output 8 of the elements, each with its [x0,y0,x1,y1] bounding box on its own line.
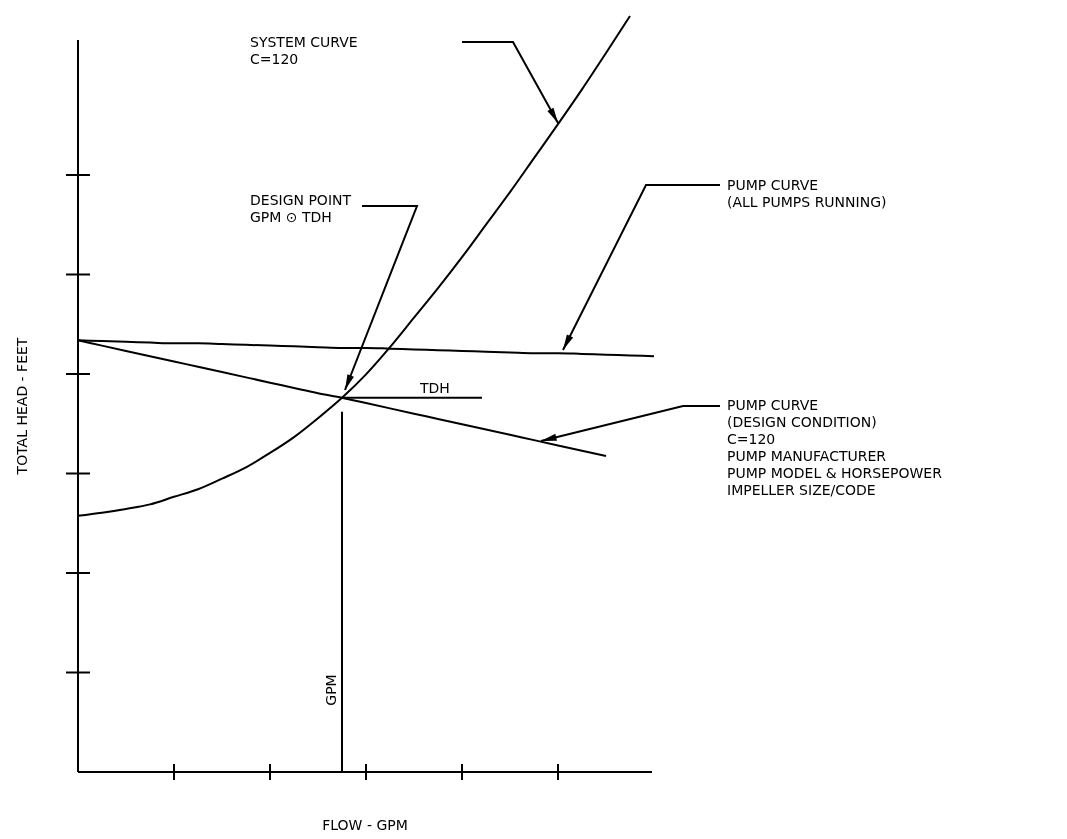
annotation: DESIGN POINT GPM ⊙ TDH [250,192,352,225]
annotation: SYSTEM CURVE C=120 [250,34,358,67]
annotation: GPM [323,674,339,706]
y-axis-title: TOTAL HEAD - FEET [14,337,30,476]
text: PUMP CURVE (DESIGN CONDITION) C=120 PUMP MANUFACTURER PUMP MODEL & HORSEPOWER IMPELLER SIZE/CODE [727,397,943,498]
annotation: TDH [419,379,450,396]
x-axis-title: FLOW - GPM [322,817,408,833]
text: PUMP CURVE (ALL PUMPS RUNNING) [727,177,887,210]
